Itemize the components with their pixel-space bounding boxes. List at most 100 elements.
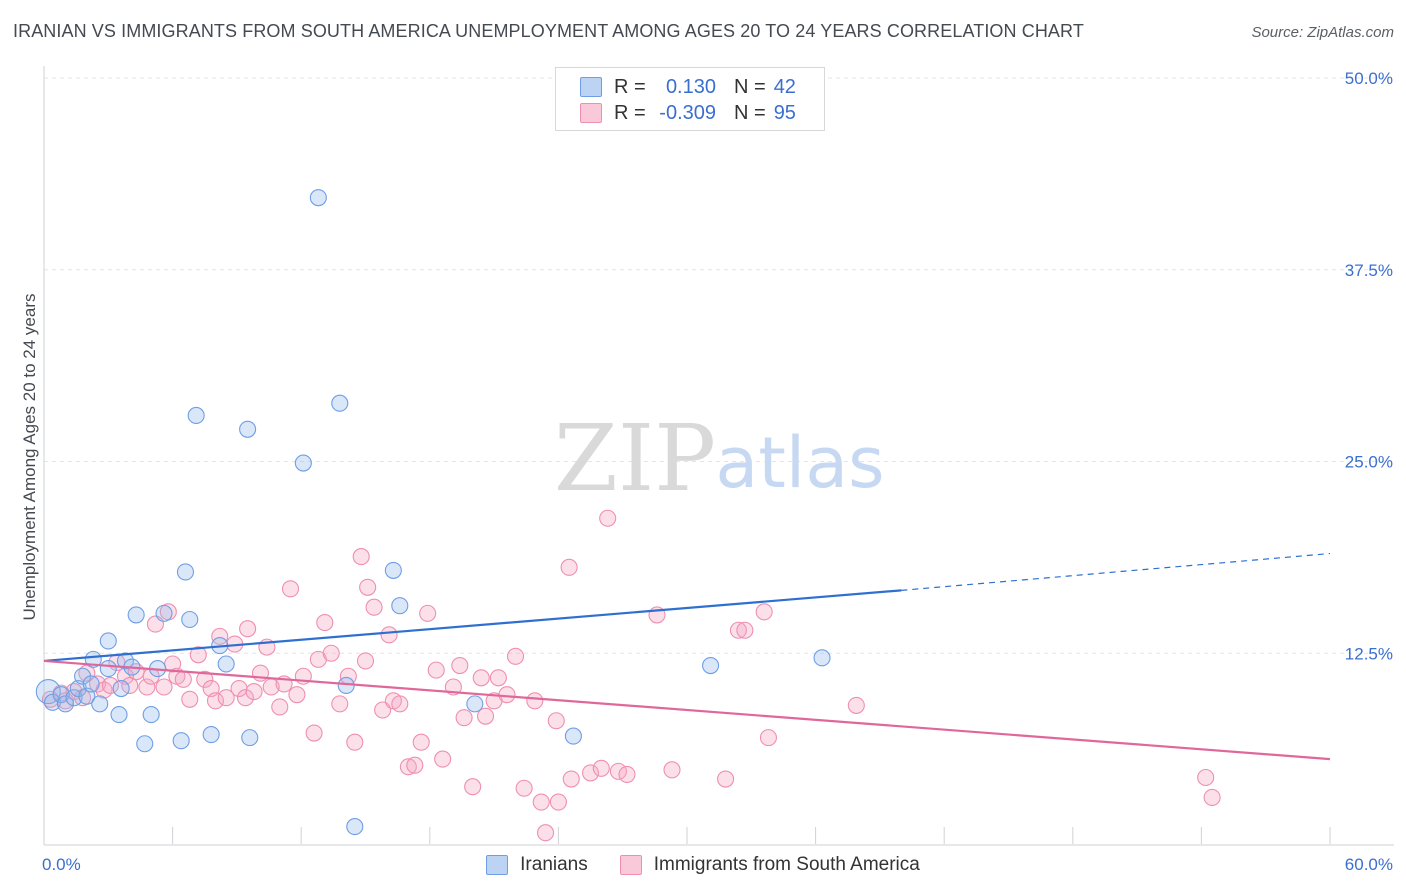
data-point-iranians	[155, 604, 173, 622]
data-point-south-america	[181, 690, 199, 708]
data-point-south-america	[581, 764, 600, 782]
watermark-atlas: atlas	[715, 422, 884, 504]
data-point-iranians	[82, 675, 100, 693]
data-point-south-america	[560, 558, 578, 576]
data-point-iranians	[65, 689, 83, 707]
data-point-iranians	[35, 679, 61, 705]
data-point-south-america	[592, 759, 610, 777]
data-point-south-america	[101, 676, 119, 695]
data-point-iranians	[116, 652, 134, 670]
data-point-south-america	[380, 626, 398, 644]
data-point-south-america	[391, 695, 409, 713]
legend-r-value: 0.130	[665, 75, 716, 98]
data-point-south-america	[138, 678, 156, 696]
data-point-iranians	[136, 735, 154, 753]
y-tick-label: 37.5%	[1345, 261, 1393, 280]
data-point-south-america	[359, 578, 377, 596]
data-point-south-america	[196, 670, 214, 688]
data-point-south-america	[498, 686, 516, 704]
legend-n-label: N =	[734, 75, 766, 98]
data-point-south-america	[365, 598, 383, 616]
data-point-south-america	[174, 670, 192, 688]
legend-n-value: 42	[773, 75, 796, 98]
data-point-iranians	[466, 695, 484, 713]
series-south-america-points	[41, 509, 1221, 842]
data-point-south-america	[562, 770, 580, 788]
source-label: Source: ZipAtlas.com	[1251, 24, 1394, 41]
data-point-iranians	[56, 695, 74, 713]
data-point-iranians	[241, 729, 259, 747]
data-point-iranians	[813, 649, 831, 667]
data-point-south-america	[352, 548, 370, 566]
legend-swatch-south-america	[619, 855, 642, 875]
trend-line-iranians-projection	[901, 552, 1331, 591]
legend-item-south-america[interactable]: Immigrants from South America	[619, 854, 920, 876]
data-point-south-america	[305, 724, 323, 742]
data-point-south-america	[236, 689, 255, 707]
data-point-iranians	[176, 563, 195, 581]
stats-legend: R = 0.130 N = 42 R = -0.309 N = 95	[555, 67, 825, 131]
data-point-south-america	[729, 621, 747, 639]
data-point-iranians	[187, 406, 205, 425]
watermark: ZIP atlas	[554, 405, 885, 512]
data-point-south-america	[245, 683, 263, 701]
legend-row-south-america: R = -0.309 N = 95	[580, 100, 796, 126]
data-point-south-america	[1203, 788, 1221, 806]
data-point-south-america	[217, 689, 235, 707]
data-point-south-america	[489, 669, 507, 687]
data-point-south-america	[464, 778, 482, 796]
y-tick-label: 12.5%	[1345, 644, 1393, 663]
data-point-south-america	[663, 761, 681, 779]
watermark-zip: ZIP	[554, 405, 716, 512]
y-axis-label: Unemployment Among Ages 20 to 24 years	[20, 293, 39, 621]
data-point-south-america	[451, 656, 469, 675]
legend-swatch-pink	[580, 103, 602, 123]
tick-labels: 12.5% 25.0% 37.5% 50.0% 0.0% 60.0%	[42, 69, 1393, 874]
data-point-south-america	[155, 678, 173, 696]
data-point-iranians	[99, 660, 117, 678]
chart-title: IRANIAN VS IMMIGRANTS FROM SOUTH AMERICA…	[13, 21, 1084, 41]
data-point-iranians	[294, 454, 312, 472]
series-legend: Iranians Immigrants from South America	[0, 851, 1406, 879]
data-point-iranians	[112, 679, 130, 698]
data-point-south-america	[599, 509, 617, 527]
data-point-south-america	[536, 824, 555, 842]
data-point-south-america	[211, 627, 229, 645]
x-tick-label: 60.0%	[1345, 855, 1393, 874]
data-point-south-america	[618, 765, 636, 783]
data-point-south-america	[288, 686, 306, 704]
data-point-south-america	[322, 644, 340, 662]
data-point-south-america	[515, 779, 533, 797]
data-point-south-america	[526, 692, 544, 710]
data-point-south-america	[406, 756, 424, 774]
data-point-iranians	[99, 632, 117, 650]
legend-r-value: -0.309	[659, 101, 716, 124]
data-point-iranians	[181, 610, 199, 629]
data-point-south-america	[547, 712, 565, 730]
y-tick-label: 25.0%	[1345, 453, 1393, 472]
data-point-south-america	[239, 620, 257, 638]
data-point-iranians	[110, 706, 128, 724]
data-point-south-america	[331, 695, 349, 713]
data-point-iranians	[391, 597, 409, 615]
legend-swatch-iranians	[486, 855, 509, 875]
x-tick-label: 0.0%	[42, 855, 81, 874]
legend-swatch-blue	[580, 77, 602, 97]
legend-n-label: N =	[734, 101, 766, 124]
data-point-south-america	[189, 646, 207, 664]
data-point-south-america	[316, 614, 334, 632]
trend-line-iranians	[43, 589, 902, 663]
data-point-south-america	[759, 729, 777, 747]
data-point-south-america	[717, 770, 735, 788]
data-point-iranians	[346, 818, 364, 836]
legend-r-label: R =	[614, 75, 646, 98]
data-point-south-america	[532, 793, 550, 811]
data-point-iranians	[52, 686, 70, 704]
legend-item-iranians[interactable]: Iranians	[486, 854, 588, 876]
data-point-iranians	[239, 420, 257, 438]
data-point-south-america	[455, 709, 473, 727]
axes	[43, 66, 1394, 846]
data-point-iranians	[564, 727, 582, 745]
data-point-south-america	[346, 733, 364, 751]
legend-label-iranians: Iranians	[520, 854, 588, 875]
